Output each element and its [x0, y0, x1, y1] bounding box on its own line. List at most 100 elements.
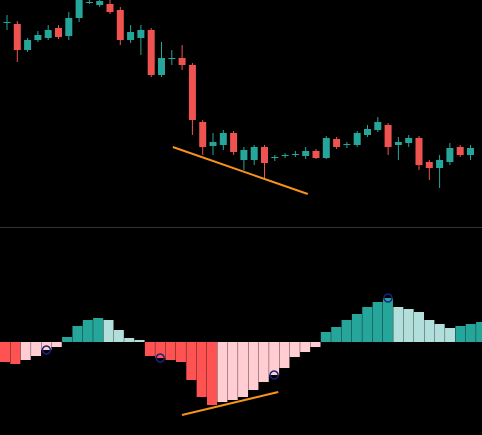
candle-body	[364, 129, 371, 135]
candle-body	[333, 139, 341, 147]
candle-body	[322, 138, 330, 158]
histogram-bar	[196, 342, 207, 397]
candle-body	[291, 154, 299, 155]
candle-body	[199, 122, 207, 147]
candle-body	[302, 151, 310, 156]
candle-body	[188, 65, 196, 120]
trend-line	[172, 146, 309, 195]
histogram-bar	[51, 342, 62, 347]
histogram-bar	[10, 342, 21, 364]
candle-body	[240, 150, 248, 160]
candle-body	[312, 151, 320, 158]
histogram-bar	[269, 342, 280, 375]
histogram-bar	[258, 342, 269, 382]
candle-body	[209, 142, 217, 146]
candle-body	[261, 147, 268, 163]
histogram-bar	[341, 320, 352, 342]
candle-body	[425, 162, 433, 168]
candle-body	[394, 142, 402, 145]
histogram-bar	[320, 332, 331, 342]
histogram-bar	[414, 312, 424, 342]
candle-body	[13, 24, 21, 50]
histogram-bar	[248, 342, 259, 390]
candle-body	[3, 22, 11, 23]
candle-body	[55, 28, 62, 37]
candle-body	[436, 160, 444, 168]
pivot-marker	[383, 293, 393, 303]
candle-body	[44, 30, 52, 38]
trend-line	[181, 391, 279, 416]
histogram-bar	[155, 342, 166, 358]
histogram-bar	[310, 342, 321, 347]
candle-body	[230, 133, 238, 152]
histogram-bar	[300, 342, 311, 352]
candle-body	[75, 0, 83, 18]
pivot-marker	[41, 345, 52, 355]
histogram-bar	[434, 324, 445, 342]
candle-body	[405, 138, 413, 143]
candle-body	[384, 125, 392, 147]
histogram-bar	[445, 328, 456, 342]
pivot-marker	[269, 370, 279, 380]
candle-body	[219, 133, 227, 145]
candle-body	[467, 148, 474, 155]
candle-body	[116, 10, 124, 40]
candle-body	[415, 138, 423, 165]
histogram-bar	[20, 342, 31, 360]
histogram-bar	[289, 342, 300, 357]
candle-body	[24, 40, 32, 50]
histogram-bar	[351, 314, 362, 342]
histogram-bar	[103, 320, 114, 342]
histogram-bar	[382, 298, 393, 342]
candle-body	[446, 148, 454, 162]
histogram-bar	[279, 342, 290, 368]
histogram-bar	[165, 342, 176, 360]
candle-body	[456, 147, 464, 155]
candle-body	[34, 35, 42, 40]
candle-body	[127, 32, 135, 40]
histogram-bar	[62, 337, 73, 342]
histogram-bar	[465, 324, 476, 342]
pivot-marker	[155, 353, 165, 363]
histogram-bar	[207, 342, 217, 405]
candle-body	[137, 30, 145, 38]
histogram-bar	[403, 309, 414, 342]
histogram-bar	[455, 326, 466, 342]
candle-body	[353, 133, 361, 145]
candle-body	[85, 2, 93, 3]
histogram-bar	[175, 342, 186, 362]
candle-body	[147, 30, 155, 75]
histogram-bar	[217, 342, 228, 402]
candle-body	[158, 58, 165, 75]
histogram-bar	[93, 318, 104, 342]
candle-body	[374, 122, 382, 130]
candle-body	[250, 147, 258, 160]
candle-body	[343, 144, 351, 145]
candle-body	[168, 58, 176, 59]
histogram-bar	[82, 320, 93, 342]
histogram-bar	[372, 302, 383, 342]
histogram-bar	[227, 342, 238, 400]
histogram-bar	[393, 307, 404, 342]
candle-body	[271, 157, 279, 158]
histogram-bar	[186, 342, 197, 380]
histogram-bar	[362, 307, 373, 342]
candle-body	[96, 1, 104, 5]
histogram-bar	[476, 322, 482, 342]
histogram-bar	[113, 330, 124, 342]
histogram-bar	[238, 342, 249, 397]
histogram-bar	[124, 338, 135, 342]
histogram-bar	[331, 327, 342, 342]
candle-body	[106, 4, 114, 12]
candle-body	[65, 18, 73, 36]
histogram-bar	[144, 342, 155, 356]
histogram-bar	[72, 326, 83, 342]
candle-body	[178, 58, 186, 65]
candle-body	[281, 155, 289, 156]
histogram-bar	[0, 342, 10, 362]
histogram-bar	[424, 320, 435, 342]
histogram-bar	[31, 342, 42, 356]
histogram-bar	[134, 340, 145, 342]
